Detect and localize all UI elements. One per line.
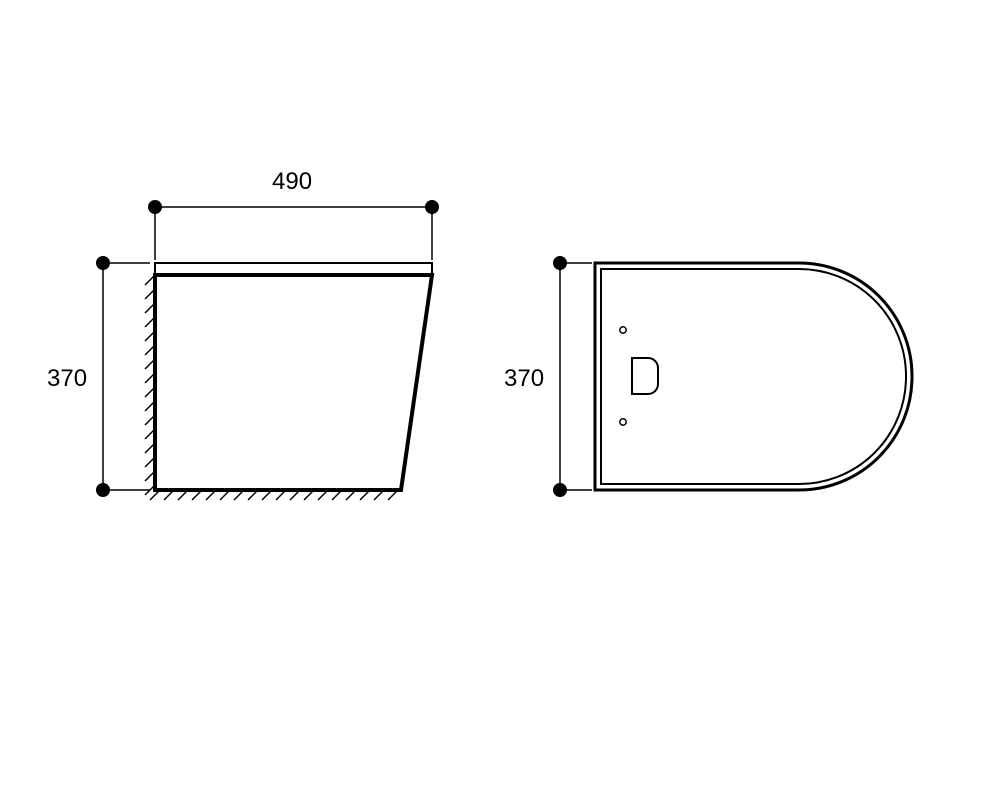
label-height-370-side: 370 <box>47 365 87 393</box>
side-view <box>96 200 439 500</box>
technical-drawing: 490 370 370 <box>0 0 1000 800</box>
dimension-height-370-top <box>553 256 592 497</box>
label-height-370-top: 370 <box>504 365 544 393</box>
dimension-height-370-side <box>96 256 150 497</box>
dimension-width-490 <box>148 200 439 260</box>
top-view <box>553 256 912 497</box>
label-width-490: 490 <box>272 168 312 196</box>
